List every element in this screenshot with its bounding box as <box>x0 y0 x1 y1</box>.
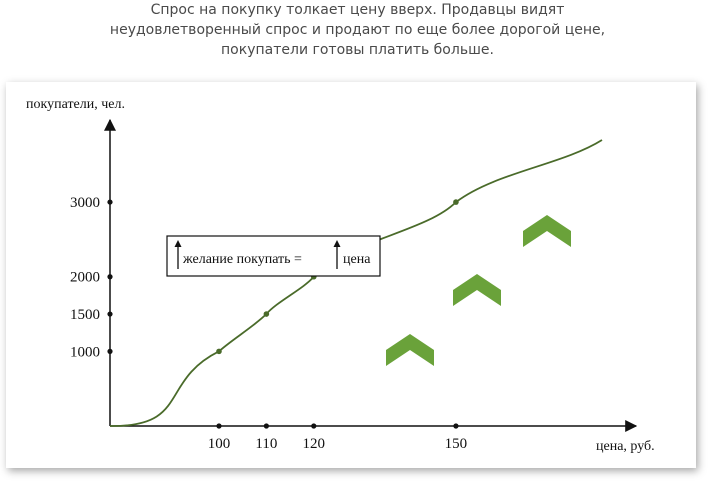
x-ticks: 100 110 120 150 <box>208 423 467 452</box>
caption-line-2: неудовлетворенный спрос и продают по еще… <box>109 22 606 38</box>
y-tick-label: 1000 <box>70 344 100 360</box>
chevron-up-icon <box>453 274 501 306</box>
rising-chevrons <box>386 215 571 366</box>
caption: Спрос на покупку толкает цену вверх. Про… <box>0 0 715 60</box>
y-tick-dot <box>107 199 113 205</box>
y-tick-dot <box>107 274 113 280</box>
up-arrow-icon <box>333 240 341 269</box>
y-tick-dot <box>107 311 113 317</box>
demand-curve <box>109 139 603 427</box>
chevron-up-icon <box>523 215 571 247</box>
x-tick-dot <box>216 423 222 429</box>
x-tick-label: 120 <box>303 436 326 452</box>
curve-point <box>216 348 222 355</box>
x-tick-label: 100 <box>208 436 231 452</box>
x-tick-dot <box>453 423 459 429</box>
legend-text-left: желание покупать = <box>182 252 302 267</box>
x-tick-label: 110 <box>255 436 277 452</box>
y-ticks: 1000 1500 2000 3000 <box>70 195 113 360</box>
curve-points <box>216 199 459 355</box>
curve-point <box>453 199 459 205</box>
y-axis-label: покупатели, чел. <box>26 97 125 112</box>
up-arrow-icon <box>174 240 182 269</box>
x-tick-label: 150 <box>445 436 468 452</box>
y-tick-dot <box>107 348 113 354</box>
y-tick-label: 3000 <box>70 195 100 211</box>
chart-figure: покупатели, чел. цена, руб. 1000 1500 2000… <box>6 82 696 468</box>
axes: покупатели, чел. цена, руб. <box>26 97 655 454</box>
legend-box: желание покупать = цена <box>166 235 381 277</box>
x-tick-dot <box>311 423 317 429</box>
caption-line-3: покупатели готовы платить больше. <box>221 42 494 58</box>
x-axis-label: цена, руб. <box>596 439 655 454</box>
legend-text-right: цена <box>343 252 371 267</box>
y-tick-label: 1500 <box>70 307 100 323</box>
curve-point <box>263 311 270 317</box>
x-tick-dot <box>263 423 269 429</box>
chart-svg: покупатели, чел. цена, руб. 1000 1500 2000… <box>26 97 655 454</box>
y-tick-label: 2000 <box>70 270 100 286</box>
caption-line-1: Спрос на покупку толкает цену вверх. Про… <box>150 2 565 18</box>
chevron-up-icon <box>386 334 434 366</box>
